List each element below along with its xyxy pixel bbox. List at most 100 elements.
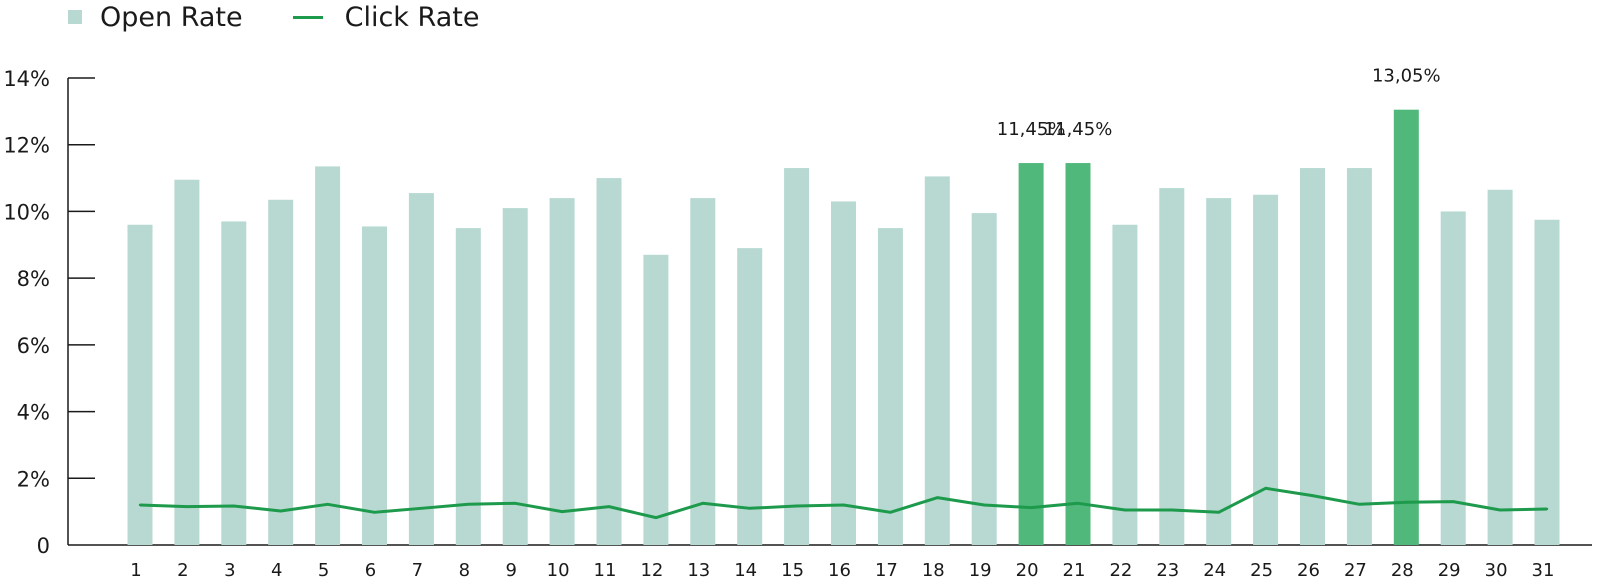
open-rate-bar — [455, 228, 481, 545]
click-rate-point — [1452, 500, 1455, 503]
open-rate-bar — [1487, 189, 1513, 545]
x-tick-label: 9 — [505, 560, 516, 581]
open-rate-bar — [1300, 168, 1325, 546]
click-rate-point — [1358, 503, 1361, 506]
click-rate-point — [279, 509, 282, 513]
click-rate-point — [1076, 502, 1080, 505]
x-tick-label: 24 — [1203, 560, 1226, 581]
x-tick-label: 28 — [1391, 560, 1414, 581]
click-rate-swatch — [292, 15, 323, 19]
x-tick-label: 10 — [547, 560, 570, 581]
click-rate-point — [842, 503, 845, 507]
click-rate-point — [983, 503, 986, 507]
x-tick-label: 4 — [271, 560, 282, 581]
open-rate-bar — [362, 226, 387, 546]
click-rate-point — [1217, 511, 1220, 514]
x-tick-label: 16 — [828, 560, 851, 581]
x-tick-label: 27 — [1344, 560, 1367, 581]
open-rate-bar — [1253, 194, 1279, 545]
click-rate-point — [1170, 508, 1174, 512]
y-tick-label: 4% — [17, 401, 50, 425]
click-rate-point — [1264, 487, 1267, 490]
click-rate-point — [795, 504, 798, 508]
open-rate-bar — [690, 198, 716, 546]
x-tick-label: 21 — [1063, 560, 1086, 581]
click-rate-point — [1545, 507, 1549, 511]
open-rate-bar — [502, 208, 528, 546]
click-rate-point — [514, 502, 517, 505]
x-tick-label: 5 — [318, 560, 329, 581]
x-tick-label: 30 — [1485, 560, 1508, 581]
click-rate-point — [1123, 508, 1127, 512]
open-rate-bar — [877, 228, 903, 545]
click-rate-point — [373, 511, 376, 514]
x-tick-label: 2 — [177, 560, 188, 581]
x-tick-label: 7 — [412, 560, 423, 581]
x-tick-label: 6 — [365, 560, 376, 581]
x-tick-label: 13 — [687, 560, 710, 581]
y-tick-label: 6% — [17, 334, 50, 358]
click-rate-point — [326, 503, 329, 506]
bar-data-label: 11,45% — [1044, 119, 1113, 140]
bar-data-label: 13,05% — [1372, 66, 1441, 87]
x-tick-label: 14 — [734, 560, 757, 581]
open-rate-bar — [174, 179, 200, 545]
x-tick-label: 17 — [875, 560, 898, 581]
x-tick-label: 3 — [224, 560, 235, 581]
y-tick-label: 12% — [3, 134, 50, 158]
open-rate-swatch — [68, 10, 82, 24]
x-tick-label: 12 — [640, 560, 663, 581]
open-rate-bar — [737, 248, 763, 545]
x-tick-label: 22 — [1109, 560, 1132, 581]
legend: Open Rate Click Rate — [68, 0, 529, 34]
x-tick-label: 19 — [969, 560, 992, 581]
click-rate-point — [138, 503, 142, 507]
x-tick-label: 1 — [130, 560, 141, 581]
open-rate-bar — [221, 221, 247, 545]
open-rate-bar — [1159, 188, 1185, 546]
click-rate-point — [1311, 494, 1314, 497]
open-rate-bar — [1018, 163, 1044, 545]
click-rate-point — [607, 505, 611, 508]
open-rate-bar — [1065, 163, 1091, 545]
click-rate-point — [889, 511, 892, 514]
click-rate-point — [185, 505, 189, 508]
legend-item-open-rate: Open Rate — [68, 2, 243, 33]
open-rate-bar — [268, 199, 294, 545]
y-tick-label: 10% — [3, 200, 50, 224]
open-rate-bar — [924, 176, 950, 545]
open-rate-bar — [1112, 224, 1138, 545]
click-rate-point — [1405, 501, 1408, 504]
open-rate-bar — [127, 224, 153, 545]
open-rate-bar — [1206, 198, 1232, 546]
legend-label-click-rate: Click Rate — [344, 1, 480, 33]
open-rate-bar — [549, 198, 575, 546]
click-rate-point — [420, 507, 423, 510]
open-rate-bar — [1393, 109, 1419, 546]
open-rate-bar — [1440, 211, 1466, 545]
y-tick-label: 0 — [37, 534, 50, 558]
x-tick-label: 25 — [1250, 560, 1273, 581]
x-tick-label: 20 — [1016, 560, 1039, 581]
x-tick-label: 11 — [594, 560, 617, 581]
click-rate-point — [232, 504, 235, 508]
bar-data-label: 11,45% — [997, 119, 1066, 140]
x-tick-label: 8 — [459, 560, 470, 581]
open-rate-bar — [408, 193, 434, 545]
click-rate-point — [936, 496, 939, 499]
x-tick-label: 26 — [1297, 560, 1320, 581]
click-rate-point — [560, 510, 564, 513]
x-tick-label: 15 — [781, 560, 804, 581]
x-tick-label: 31 — [1532, 560, 1555, 581]
click-rate-point — [701, 502, 704, 505]
click-rate-point — [1498, 508, 1502, 512]
click-rate-point — [748, 507, 751, 510]
legend-label-open-rate: Open Rate — [100, 1, 243, 33]
open-rate-bar — [1346, 168, 1372, 546]
open-rate-bar — [831, 201, 856, 545]
x-tick-label: 18 — [922, 560, 945, 581]
open-rate-bar — [784, 168, 810, 546]
y-tick-label: 8% — [17, 267, 50, 291]
legend-item-click-rate: Click Rate — [292, 1, 480, 33]
